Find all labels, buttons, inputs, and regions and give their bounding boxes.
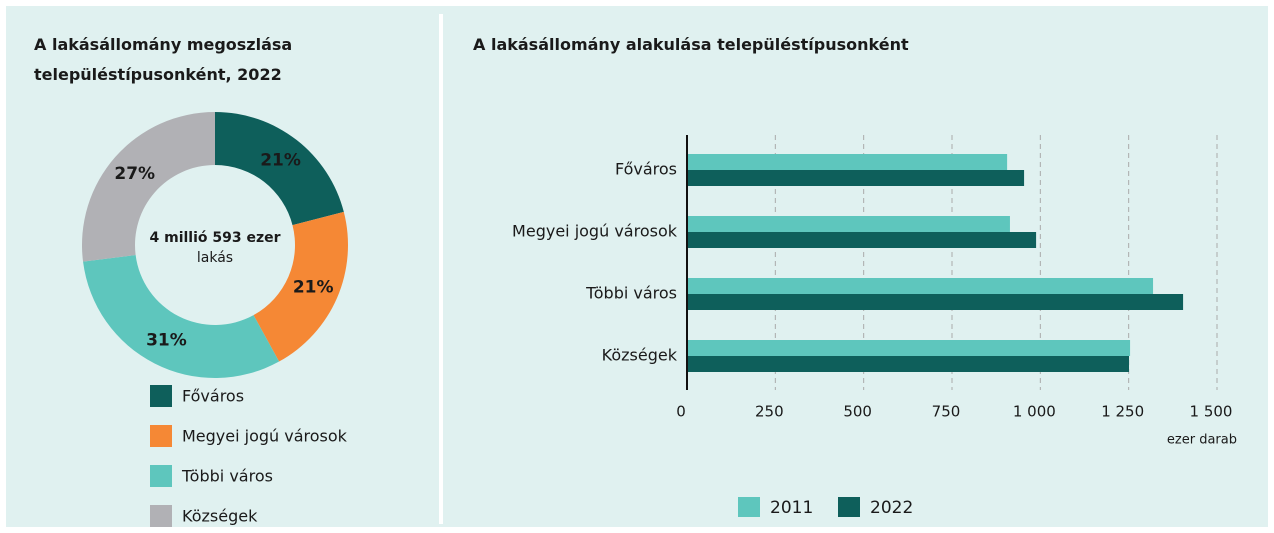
legend-swatch <box>150 505 172 527</box>
bar <box>687 278 1154 294</box>
bar <box>687 216 1010 232</box>
center-value: 4 millió 593 ezer <box>149 230 280 246</box>
slice-label: 21% <box>293 277 334 297</box>
legend-label: Megyei jogú városok <box>182 427 348 446</box>
slice-label: 27% <box>114 164 155 184</box>
legend-label: 2011 <box>770 498 813 518</box>
bar <box>687 340 1131 356</box>
donut-slice <box>83 255 280 379</box>
bar <box>687 170 1025 186</box>
x-axis-label: ezer darab <box>1167 433 1237 448</box>
bar <box>687 232 1037 248</box>
bar-title: A lakásállomány alakulása településtípus… <box>473 35 909 54</box>
pie-title: A lakásállomány megoszlása településtípu… <box>34 35 293 84</box>
bar <box>687 154 1008 170</box>
y-tick-label: Főváros <box>615 160 677 179</box>
x-tick-label: 250 <box>755 403 784 421</box>
divider <box>439 14 443 524</box>
panel-bg <box>6 6 1268 527</box>
x-tick-label: 1 250 <box>1101 403 1144 421</box>
x-tick-label: 0 <box>676 403 686 421</box>
y-tick-label: Többi város <box>585 284 677 303</box>
legend-label: Főváros <box>182 387 244 406</box>
bar <box>687 356 1130 372</box>
slice-label: 21% <box>260 150 301 170</box>
y-tick-label: Községek <box>602 346 678 365</box>
bar <box>687 294 1184 310</box>
legend-label: Községek <box>182 507 258 526</box>
center-unit: lakás <box>197 250 233 266</box>
legend-swatch <box>838 497 860 517</box>
legend-label: Többi város <box>181 467 273 486</box>
legend-swatch <box>150 425 172 447</box>
donut-slice <box>81 112 215 262</box>
y-tick-label: Megyei jogú városok <box>512 222 678 241</box>
donut-slice <box>253 211 349 362</box>
legend-swatch <box>150 465 172 487</box>
legend-label: 2022 <box>870 498 913 518</box>
x-tick-label: 1 000 <box>1013 403 1056 421</box>
x-tick-label: 750 <box>932 403 961 421</box>
donut-slice <box>215 112 344 226</box>
x-tick-label: 500 <box>843 403 872 421</box>
slice-label: 31% <box>146 330 187 350</box>
x-tick-label: 1 500 <box>1190 403 1233 421</box>
legend-swatch <box>150 385 172 407</box>
legend-swatch <box>738 497 760 517</box>
